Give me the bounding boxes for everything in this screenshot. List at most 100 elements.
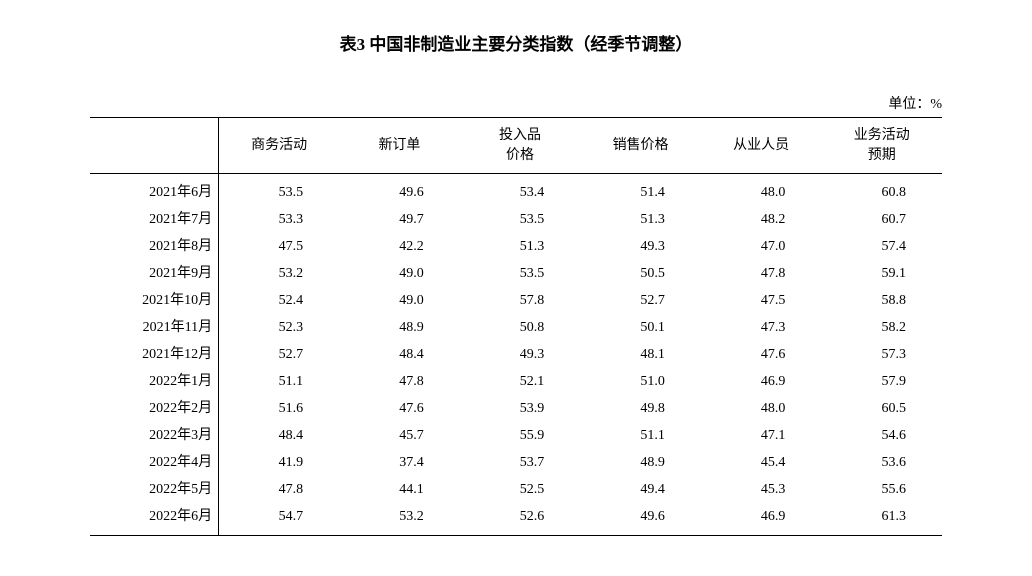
cell-employment: 46.9 [701,503,822,536]
data-table: 商务活动 新订单 投入品 价格 销售价格 从业人员 业务活动 预期 2021年6… [90,117,942,536]
cell-expectation: 60.8 [821,174,942,207]
cell-expectation: 59.1 [821,260,942,287]
cell-sales_price: 51.0 [580,368,701,395]
cell-business_activity: 47.5 [219,233,340,260]
cell-employment: 46.9 [701,368,822,395]
table-row: 2022年1月51.147.852.151.046.957.9 [90,368,942,395]
unit-label: 单位：% [90,93,942,113]
cell-business_activity: 41.9 [219,449,340,476]
cell-business_activity: 53.3 [219,206,340,233]
cell-sales_price: 50.1 [580,314,701,341]
table-title: 表3 中国非制造业主要分类指数（经季节调整） [90,30,942,55]
cell-expectation: 54.6 [821,422,942,449]
cell-expectation: 57.9 [821,368,942,395]
cell-period: 2021年11月 [90,314,219,341]
cell-input_price: 55.9 [460,422,581,449]
cell-new_orders: 47.6 [339,395,460,422]
table-row: 2022年5月47.844.152.549.445.355.6 [90,476,942,503]
table-row: 2022年3月48.445.755.951.147.154.6 [90,422,942,449]
col-header-period [90,118,219,174]
table-row: 2021年10月52.449.057.852.747.558.8 [90,287,942,314]
cell-employment: 45.4 [701,449,822,476]
cell-period: 2022年4月 [90,449,219,476]
table-row: 2022年2月51.647.653.949.848.060.5 [90,395,942,422]
cell-sales_price: 49.8 [580,395,701,422]
cell-expectation: 58.8 [821,287,942,314]
cell-employment: 47.8 [701,260,822,287]
cell-new_orders: 49.7 [339,206,460,233]
cell-sales_price: 52.7 [580,287,701,314]
cell-input_price: 53.5 [460,260,581,287]
cell-employment: 47.1 [701,422,822,449]
cell-new_orders: 53.2 [339,503,460,536]
cell-business_activity: 47.8 [219,476,340,503]
cell-expectation: 57.4 [821,233,942,260]
cell-input_price: 51.3 [460,233,581,260]
col-header-expectation-l2: 预期 [868,148,896,163]
cell-sales_price: 49.4 [580,476,701,503]
cell-input_price: 53.5 [460,206,581,233]
cell-business_activity: 53.2 [219,260,340,287]
table-row: 2021年11月52.348.950.850.147.358.2 [90,314,942,341]
table-row: 2021年7月53.349.753.551.348.260.7 [90,206,942,233]
cell-employment: 47.5 [701,287,822,314]
cell-new_orders: 44.1 [339,476,460,503]
cell-new_orders: 37.4 [339,449,460,476]
cell-employment: 47.0 [701,233,822,260]
cell-new_orders: 42.2 [339,233,460,260]
cell-business_activity: 54.7 [219,503,340,536]
cell-input_price: 52.6 [460,503,581,536]
cell-period: 2022年6月 [90,503,219,536]
table-body: 2021年6月53.549.653.451.448.060.82021年7月53… [90,174,942,536]
cell-input_price: 57.8 [460,287,581,314]
cell-sales_price: 50.5 [580,260,701,287]
cell-employment: 48.2 [701,206,822,233]
col-header-expectation: 业务活动 预期 [821,118,942,174]
cell-new_orders: 49.6 [339,174,460,207]
table-row: 2021年8月47.542.251.349.347.057.4 [90,233,942,260]
cell-new_orders: 47.8 [339,368,460,395]
cell-sales_price: 49.3 [580,233,701,260]
cell-expectation: 58.2 [821,314,942,341]
cell-new_orders: 45.7 [339,422,460,449]
cell-input_price: 49.3 [460,341,581,368]
col-header-sales-price: 销售价格 [580,118,701,174]
cell-sales_price: 49.6 [580,503,701,536]
table-row: 2021年9月53.249.053.550.547.859.1 [90,260,942,287]
cell-period: 2021年9月 [90,260,219,287]
cell-employment: 48.0 [701,174,822,207]
cell-business_activity: 52.7 [219,341,340,368]
header-row: 商务活动 新订单 投入品 价格 销售价格 从业人员 业务活动 预期 [90,118,942,174]
cell-expectation: 53.6 [821,449,942,476]
cell-input_price: 52.1 [460,368,581,395]
cell-input_price: 50.8 [460,314,581,341]
cell-period: 2021年6月 [90,174,219,207]
col-header-new-orders: 新订单 [339,118,460,174]
cell-new_orders: 48.4 [339,341,460,368]
cell-business_activity: 51.1 [219,368,340,395]
cell-sales_price: 51.3 [580,206,701,233]
cell-employment: 48.0 [701,395,822,422]
cell-input_price: 53.9 [460,395,581,422]
cell-business_activity: 52.4 [219,287,340,314]
cell-period: 2021年10月 [90,287,219,314]
cell-new_orders: 48.9 [339,314,460,341]
col-header-input-price-l2: 价格 [506,148,534,163]
cell-period: 2022年5月 [90,476,219,503]
cell-expectation: 57.3 [821,341,942,368]
cell-period: 2022年3月 [90,422,219,449]
col-header-business-activity: 商务活动 [219,118,340,174]
cell-new_orders: 49.0 [339,260,460,287]
cell-sales_price: 48.9 [580,449,701,476]
cell-new_orders: 49.0 [339,287,460,314]
table-row: 2022年4月41.937.453.748.945.453.6 [90,449,942,476]
col-header-input-price-l1: 投入品 [499,128,541,143]
cell-sales_price: 51.4 [580,174,701,207]
table-row: 2022年6月54.753.252.649.646.961.3 [90,503,942,536]
cell-business_activity: 53.5 [219,174,340,207]
cell-employment: 47.3 [701,314,822,341]
cell-period: 2022年2月 [90,395,219,422]
col-header-employment: 从业人员 [701,118,822,174]
cell-period: 2021年8月 [90,233,219,260]
cell-business_activity: 52.3 [219,314,340,341]
